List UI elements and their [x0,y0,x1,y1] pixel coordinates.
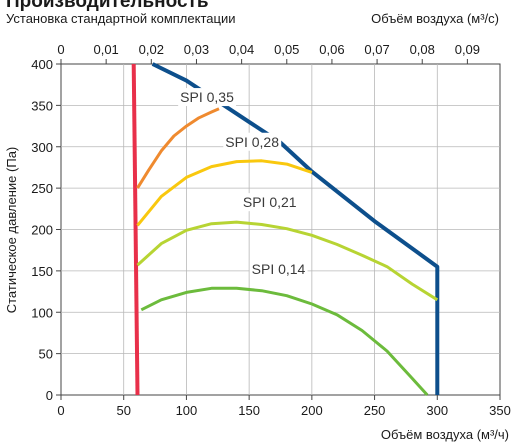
x-top-tick-label: 0,05 [274,42,299,57]
y-tick-label: 0 [46,388,53,403]
x-axis-bottom-label: Объём воздуха (м³/ч) [380,427,509,442]
axis-ticks: 0 50 100 150 200 250 300 350 400 0 50 100 150 200 250 3… [31,42,511,418]
x-tick-label: 300 [426,403,448,418]
y-tick-label: 200 [31,223,53,238]
y-tick-label: 150 [31,264,53,279]
series-line-spi-0-21 [136,220,439,302]
x-tick-label: 150 [238,403,260,418]
x-top-tick-label: 0,04 [229,42,254,57]
series-line-limit-left [131,63,140,396]
series-label: SPI 0,21 [243,194,297,210]
annotation-group: SPI 0,35 SPI 0,28 SPI 0,21 SPI 0,14 [178,88,308,279]
grid [60,63,501,396]
x-top-tick-label: 0,07 [364,42,389,57]
x-top-tick-label: 0 [57,42,64,57]
series-label-background [249,260,308,279]
x-tick-label: 100 [176,403,198,418]
series-line-spi-0-35 [136,107,220,189]
x-tick-label: 0 [57,403,64,418]
y-tick-label: 350 [31,98,53,113]
chart-subtitle: Установка стандартной комплектации [6,11,236,26]
x-top-tick-label: 0,06 [319,42,344,57]
series-label: SPI 0,28 [225,134,279,150]
y-tick-label: 300 [31,140,53,155]
y-axis-label: Статическое давление (Па) [4,147,19,314]
series-label-background [223,132,282,151]
y-tick-label: 250 [31,181,53,196]
series-label: SPI 0,35 [180,89,234,105]
series-label-background [178,88,237,107]
y-tick-label: 100 [31,305,53,320]
series-label: SPI 0,14 [252,261,306,277]
y-tick-label: 400 [31,57,53,72]
x-top-tick-label: 0,08 [410,42,435,57]
x-top-tick-label: 0,09 [455,42,480,57]
series-line-spi-0-14 [140,286,429,397]
x-tick-label: 200 [301,403,323,418]
x-top-tick-label: 0,02 [139,42,164,57]
x-top-tick-label: 0,03 [184,42,209,57]
x-tick-label: 50 [116,403,130,418]
chart-title: Производительность [6,0,209,12]
y-tick-label: 50 [39,347,53,362]
x-tick-label: 250 [364,403,386,418]
x-axis-top-label: Объём воздуха (м³/с) [371,11,499,26]
series-line-spi-0-28 [136,159,313,227]
x-tick-label: 350 [489,403,511,418]
x-top-tick-label: 0,01 [93,42,118,57]
series-label-background [240,193,299,212]
